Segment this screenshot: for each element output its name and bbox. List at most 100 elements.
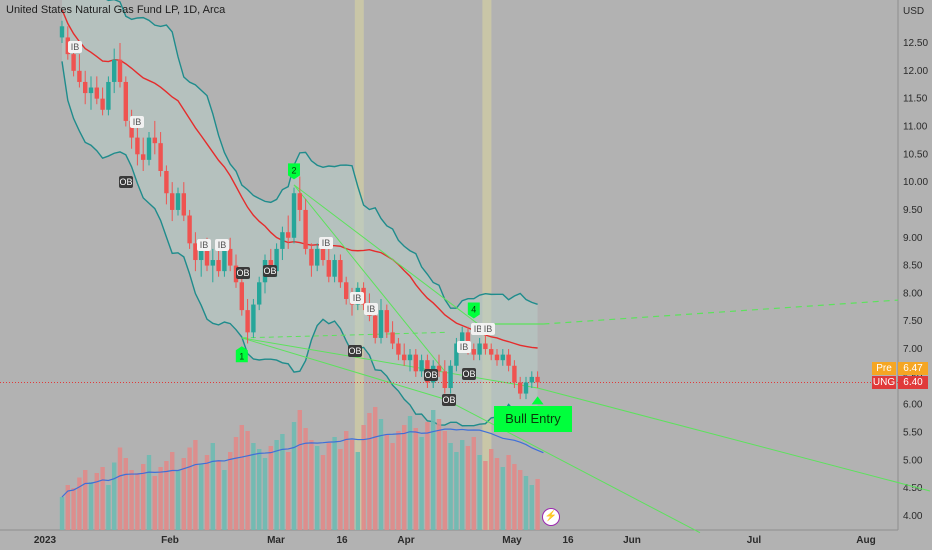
time-tick-label: Jun [623, 535, 641, 546]
volume-bar [454, 452, 459, 530]
volume-bar [239, 425, 244, 530]
candle-body [141, 154, 146, 160]
ib-badge [215, 239, 229, 251]
candle-body [158, 143, 163, 171]
price-tick-label: 8.50 [903, 261, 923, 272]
ob-badge-text: OB [442, 395, 455, 405]
candle-body [216, 260, 221, 272]
volume-bar [309, 440, 314, 530]
candle-body [222, 248, 227, 272]
volume-bar [523, 476, 529, 530]
candle-body [117, 59, 123, 82]
ib-badge-text: IB [484, 324, 493, 334]
volume-bar [65, 485, 70, 530]
candle-body [152, 137, 157, 144]
ib-badge-text: IB [133, 117, 142, 127]
trendline-lower-b-ext [444, 398, 701, 534]
ib-badge-text: IB [71, 42, 80, 52]
candle-body [123, 81, 128, 121]
ib-badge [197, 239, 211, 251]
candle-body [129, 120, 134, 138]
candle-body [523, 382, 529, 394]
volume-bar [59, 497, 65, 530]
ob-badge-text: OB [263, 266, 276, 276]
price-tick-label: 9.00 [903, 233, 923, 244]
volume-bar [413, 428, 418, 530]
price-tick-label: 4.00 [903, 511, 923, 522]
volume-bar [390, 443, 395, 530]
volume-bar [274, 440, 279, 530]
volume-bar [529, 485, 534, 530]
bollinger-upper [106, 0, 538, 309]
ib-badge-text: IB [218, 240, 227, 250]
volume-bar [535, 479, 540, 530]
ib-badge [350, 292, 364, 304]
candle-body [407, 354, 413, 361]
candle-body [489, 349, 494, 355]
candle-body [204, 248, 210, 266]
volume-bar [204, 455, 210, 530]
volume-bar [262, 458, 268, 530]
volume-bar [94, 473, 99, 530]
volume-ma-line [61, 428, 544, 498]
bull-entry-label: Bull Entry [494, 406, 572, 432]
candle-body [465, 332, 471, 350]
candle-body [71, 54, 76, 71]
last-price-value: 6.40 [903, 377, 923, 388]
candle-body [506, 354, 511, 366]
price-tick-label: 7.00 [903, 344, 923, 355]
trendline-dashed-a [241, 331, 445, 339]
volume-bar [518, 470, 523, 530]
volume-bar [117, 447, 123, 530]
entry-arrow [531, 396, 544, 405]
candle-body [303, 209, 308, 249]
ib-badge [68, 41, 82, 53]
volume-bar [384, 434, 389, 530]
pivot-marker-2 [288, 163, 300, 180]
volume-bar [210, 443, 215, 530]
volume-bar [88, 482, 94, 530]
time-tick-label: 16 [562, 535, 574, 546]
volume-bar [465, 446, 471, 530]
volume-bar [77, 477, 82, 530]
trendline-upper-a [293, 184, 486, 330]
volume-bar [268, 446, 273, 530]
candle-body [239, 282, 244, 311]
ib-badge [319, 237, 333, 249]
volume-bar [419, 437, 424, 530]
candle-body [518, 382, 523, 394]
lightning-icon[interactable]: ⚡ [542, 508, 560, 526]
candle-body [94, 87, 99, 99]
pivot-marker-4-text: 4 [471, 304, 476, 314]
candle-body [436, 365, 442, 372]
volume-bar [170, 452, 175, 530]
candle-body [251, 304, 256, 333]
pivot-marker-1 [235, 346, 248, 363]
ib-badge-text: IB [460, 342, 469, 352]
volume-bar [280, 434, 285, 530]
volume-bar [506, 455, 511, 530]
price-tick-label: 10.50 [903, 149, 928, 160]
volume-bar [396, 431, 401, 530]
ob-badge-text: OB [424, 370, 437, 380]
volume-bar [332, 437, 337, 530]
trendline-upper-b [293, 184, 446, 372]
candle-body [320, 248, 326, 261]
price-tick-label: 4.50 [903, 483, 923, 494]
candle-body [77, 70, 82, 82]
volume-bar [471, 437, 476, 530]
volume-bar [152, 476, 157, 530]
chart-title: United States Natural Gas Fund LP, 1D, A… [6, 4, 226, 16]
price-tick-label: 5.50 [903, 428, 923, 439]
volume-bar [320, 455, 326, 530]
pivot-marker-1-text: 1 [239, 351, 244, 361]
candle-body [315, 248, 320, 266]
volume-bar [222, 470, 227, 530]
symbol-label: UNG [872, 376, 896, 389]
volume-bar [233, 437, 239, 530]
candle-body [135, 137, 140, 155]
price-tick-label: 11.00 [903, 121, 928, 132]
volume-bar [315, 446, 320, 530]
